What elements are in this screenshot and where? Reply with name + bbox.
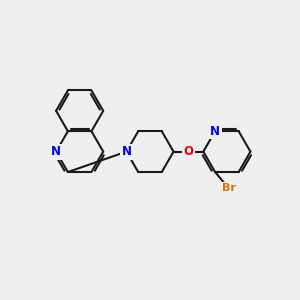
Text: N: N <box>122 145 131 158</box>
Text: Br: Br <box>222 183 236 194</box>
Text: O: O <box>183 145 194 158</box>
Text: N: N <box>51 145 61 158</box>
Text: N: N <box>210 125 220 138</box>
